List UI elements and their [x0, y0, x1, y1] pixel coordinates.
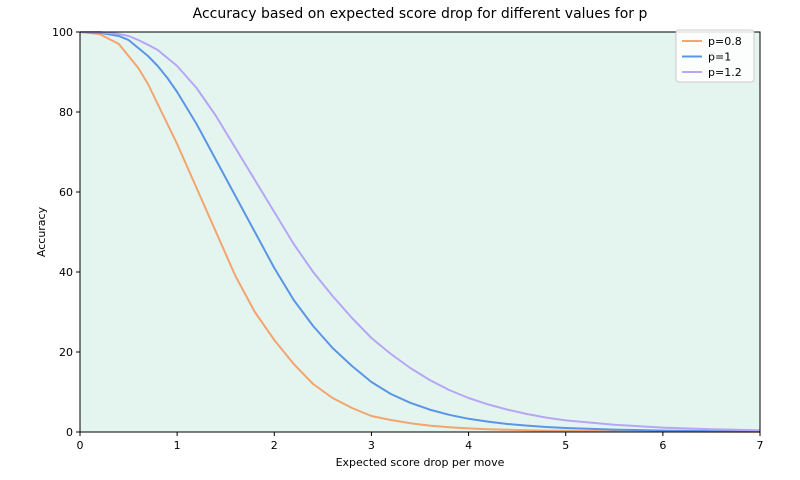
x-tick-label: 0: [77, 439, 84, 452]
legend: p=0.8 p=1 p=1.2: [675, 29, 755, 83]
plot-area: 0 1 2 3 4 5 6 7 0 20 40 60 80 100: [52, 26, 764, 452]
x-tick-label: 4: [465, 439, 472, 452]
x-tick-label: 5: [562, 439, 569, 452]
x-tick-label: 1: [174, 439, 181, 452]
y-tick-label: 60: [59, 186, 73, 199]
legend-label: p=0.8: [708, 35, 742, 48]
chart-title: Accuracy based on expected score drop fo…: [193, 6, 648, 22]
y-tick-label: 80: [59, 106, 73, 119]
y-tick-label: 20: [59, 346, 73, 359]
x-tick-label: 3: [368, 439, 375, 452]
y-tick-label: 40: [59, 266, 73, 279]
x-tick-label: 7: [757, 439, 764, 452]
x-axis-label: Expected score drop per move: [336, 456, 505, 469]
x-tick-label: 2: [271, 439, 278, 452]
legend-label: p=1: [708, 51, 731, 64]
legend-label: p=1.2: [708, 66, 742, 79]
series-line-p=0.8: [79, 31, 761, 433]
series-line-p=1.2: [80, 31, 761, 432]
x-tick-label: 6: [659, 439, 666, 452]
y-tick-label: 100: [52, 26, 73, 39]
legend-box: [675, 29, 755, 83]
series-line-p=1: [79, 31, 761, 433]
y-tick-label: 0: [66, 426, 73, 439]
plot-background: [80, 32, 760, 432]
plot-frame: [79, 31, 761, 433]
y-axis-label: Accuracy: [35, 206, 48, 257]
